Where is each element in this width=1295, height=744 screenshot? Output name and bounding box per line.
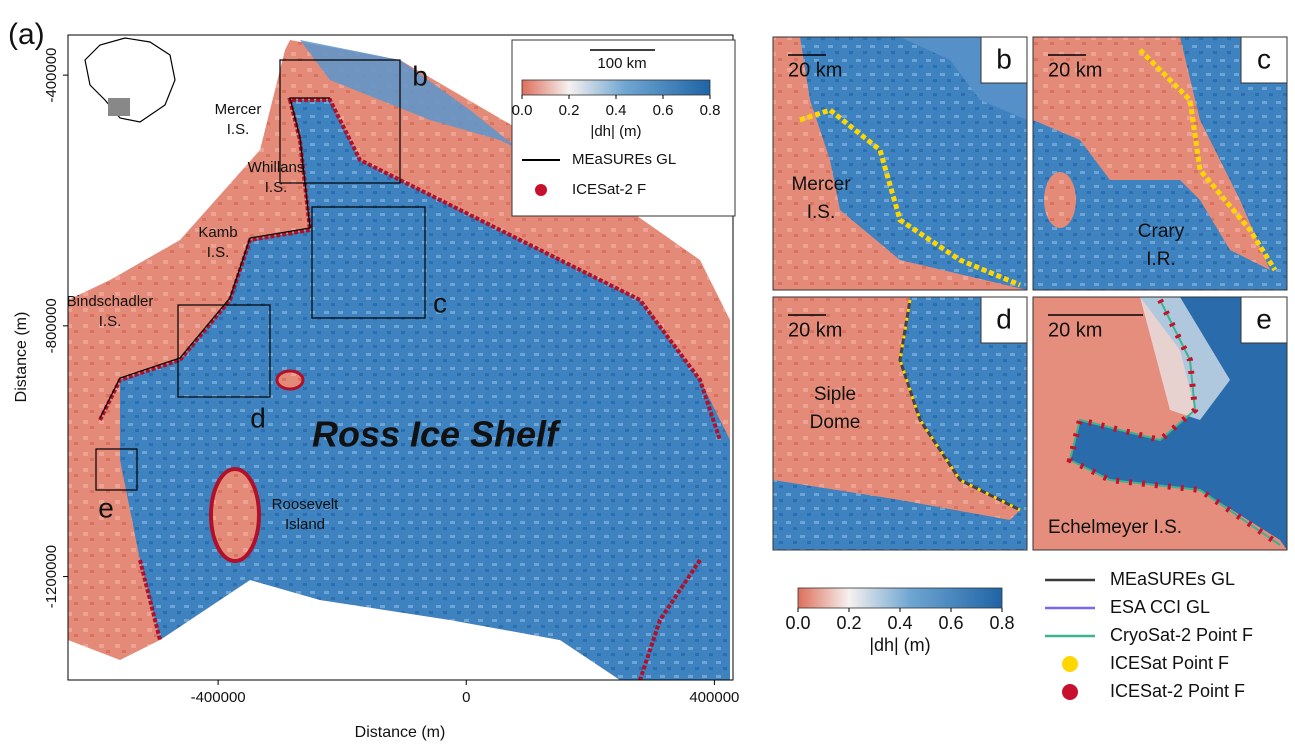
- box-label: b: [412, 60, 428, 91]
- legend-label: ICESat-2 Point F: [1110, 681, 1245, 701]
- place-name: Mercer: [215, 101, 262, 118]
- box-label: c: [433, 287, 447, 318]
- figure-label: (a): [8, 18, 45, 51]
- place-name: Whillans: [248, 159, 305, 176]
- place-name: Mercer: [791, 174, 851, 195]
- place-name: Roosevelt: [272, 496, 340, 513]
- place-name: I.S.: [265, 179, 288, 196]
- colorbar-label: |dh| (m): [590, 123, 641, 140]
- colorbar-tick-label: 0.2: [836, 613, 861, 633]
- shelf-label: Ross Ice Shelf: [312, 414, 561, 455]
- legend-label: ICESat-2 F: [572, 181, 646, 198]
- inset-letter: e: [1256, 303, 1272, 334]
- legend-dot: [1062, 684, 1078, 700]
- inset-letter: d: [996, 303, 1012, 334]
- place-name: I.S.: [807, 202, 836, 223]
- place-name: Echelmeyer I.S.: [1048, 517, 1182, 538]
- place-name: Kamb: [198, 224, 237, 241]
- colorbar-tick-label: 0.2: [559, 102, 580, 119]
- shared-colorbar: [798, 588, 1002, 608]
- inset-letter: b: [996, 43, 1012, 74]
- x-tick-label: 0: [462, 689, 470, 706]
- x-axis-label: Distance (m): [355, 724, 446, 741]
- small-island: [277, 371, 303, 389]
- y-axis-label: Distance (m): [13, 312, 30, 403]
- scale-bar-label: 100 km: [597, 55, 646, 72]
- scale-bar-label: 20 km: [1048, 319, 1102, 341]
- insets: [773, 37, 1287, 550]
- roosevelt-island: [211, 469, 259, 561]
- place-name: Crary: [1138, 221, 1185, 242]
- place-name: I.R.: [1146, 249, 1176, 270]
- legend-label: ESA CCI GL: [1110, 597, 1210, 617]
- y-tick-label: -400000: [43, 48, 60, 103]
- box-label: e: [98, 492, 114, 523]
- inset-letter: c: [1257, 43, 1271, 74]
- place-name: Dome: [810, 412, 861, 433]
- legend-label: CryoSat-2 Point F: [1110, 625, 1253, 645]
- scale-bar-label: 20 km: [788, 59, 842, 81]
- place-name: I.S.: [227, 121, 250, 138]
- legend-label: ICESat Point F: [1110, 653, 1229, 673]
- colorbar-tick-label: 0.6: [653, 102, 674, 119]
- place-name: Island: [285, 516, 325, 533]
- colorbar-tick-label: 0.6: [938, 613, 963, 633]
- scale-bar-label: 20 km: [788, 319, 842, 341]
- colorbar-tick-label: 0.8: [700, 102, 721, 119]
- x-tick-label: 400000: [689, 689, 739, 706]
- colorbar-tick-label: 0.4: [887, 613, 912, 633]
- legend-dot: [535, 184, 547, 196]
- legend-dot: [1062, 656, 1078, 672]
- colorbar-tick-label: 0.0: [512, 102, 533, 119]
- colorbar-tick-label: 0.0: [785, 613, 810, 633]
- box-label: d: [250, 402, 266, 433]
- figure: (a)-4000000400000-400000-800000-1200000D…: [0, 0, 1295, 744]
- y-tick-label: -800000: [43, 298, 60, 353]
- x-tick-label: -400000: [191, 689, 246, 706]
- colorbar-tick-label: 0.8: [989, 613, 1014, 633]
- legend-label: MEaSUREs GL: [572, 151, 676, 168]
- colorbar-label: |dh| (m): [869, 635, 930, 655]
- place-name: I.S.: [207, 244, 230, 261]
- y-tick-label: -1200000: [43, 545, 60, 608]
- colorbar-tick-label: 0.4: [606, 102, 627, 119]
- place-name: Siple: [814, 384, 856, 405]
- scale-bar-label: 20 km: [1048, 59, 1102, 81]
- place-name: I.S.: [99, 313, 122, 330]
- antarctica-locator: [85, 38, 175, 122]
- place-name: Bindschadler: [67, 293, 154, 310]
- legend-label: MEaSUREs GL: [1110, 569, 1235, 589]
